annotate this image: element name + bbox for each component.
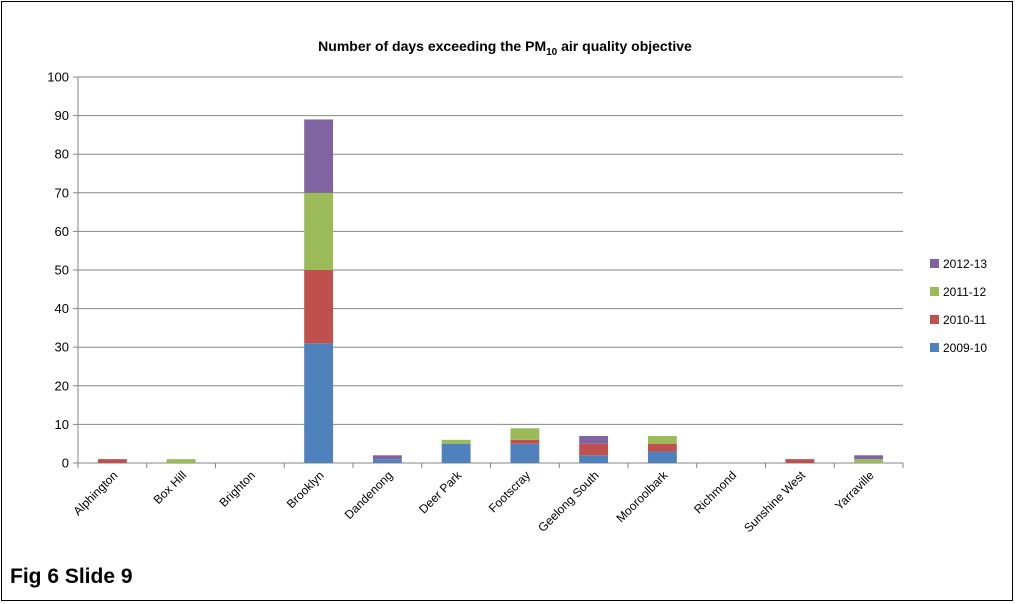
y-tick-label: 70 — [55, 185, 69, 200]
legend-swatch-2009-10 — [930, 343, 939, 352]
y-tick-label: 10 — [55, 417, 69, 432]
y-tick-label: 80 — [55, 147, 69, 162]
bar-2011-12-footscray — [510, 428, 540, 440]
bar-2009-10-footscray — [510, 443, 540, 463]
x-tick-label: Footscray — [486, 468, 533, 515]
bars — [97, 119, 884, 463]
bar-2011-12-mooroolbark — [647, 435, 677, 444]
y-tick-label: 90 — [55, 108, 69, 123]
x-tick-label: Box Hill — [151, 468, 190, 507]
bar-2009-10-deer-park — [441, 443, 471, 463]
bar-2011-12-yarraville — [854, 459, 884, 463]
axes — [73, 76, 904, 468]
bar-2010-11-geelong-south — [579, 443, 609, 456]
legend-label-2010-11: 2010-11 — [943, 313, 986, 327]
bar-2009-10-mooroolbark — [647, 451, 677, 463]
bar-2012-13-dandenong — [372, 455, 402, 460]
x-tick-labels: Alphington Box Hill Brighton Brooklyn Danden… — [70, 468, 876, 536]
bar-2010-11-footscray — [510, 439, 540, 444]
x-tick-label: Deer Park — [416, 468, 465, 517]
bar-2009-10-geelong-south — [579, 455, 609, 463]
bar-2010-11-brooklyn — [304, 270, 334, 344]
y-tick-label: 0 — [62, 456, 69, 471]
gridlines — [78, 76, 903, 425]
x-tick-label: Brighton — [216, 468, 258, 510]
bar-2010-11-alphington — [97, 459, 127, 463]
bar-2012-13-brooklyn — [304, 119, 334, 193]
y-tick-label: 100 — [47, 70, 69, 85]
x-tick-label: Yarraville — [832, 468, 877, 513]
y-tick-label: 30 — [55, 340, 69, 355]
y-tick-label: 60 — [55, 224, 69, 239]
legend-label-2009-10: 2009-10 — [943, 341, 987, 355]
bar-2009-10-dandenong — [372, 459, 402, 463]
x-tick-label: Brooklyn — [284, 468, 327, 511]
bar-2012-13-geelong-south — [579, 435, 609, 444]
legend-swatch-2011-12 — [930, 287, 939, 296]
y-tick-label: 50 — [55, 263, 69, 278]
legend-swatch-2010-11 — [930, 315, 939, 324]
bar-2010-11-mooroolbark — [647, 443, 677, 452]
bar-2009-10-brooklyn — [304, 343, 334, 463]
figure-caption: Fig 6 Slide 9 — [10, 565, 133, 588]
y-tick-label: 40 — [55, 301, 69, 316]
legend-label-2011-12: 2011-12 — [943, 285, 986, 299]
bar-2011-12-deer-park — [441, 439, 471, 444]
legend: 2012-13 2011-12 2010-11 2009-10 — [930, 257, 987, 355]
x-tick-label: Sunshine West — [741, 468, 808, 535]
x-tick-label: Geelong South — [535, 468, 602, 535]
bar-2010-11-sunshine-west — [785, 459, 815, 463]
legend-label-2012-13: 2012-13 — [943, 257, 987, 271]
legend-swatch-2012-13 — [930, 259, 939, 268]
y-tick-label: 20 — [55, 378, 69, 393]
bar-2012-13-yarraville — [854, 455, 884, 460]
x-tick-label: Mooroolbark — [613, 468, 671, 526]
x-tick-label: Alphington — [70, 468, 120, 518]
x-tick-label: Richmond — [691, 468, 739, 516]
y-tick-labels: 0 10 20 30 40 50 60 70 80 90 100 — [47, 70, 69, 471]
bar-2011-12-box-hill — [166, 459, 196, 463]
x-tick-label: Dandenong — [342, 468, 396, 522]
bar-2011-12-brooklyn — [304, 192, 334, 270]
chart-title: Number of days exceeding the PM10 air qu… — [318, 38, 692, 58]
